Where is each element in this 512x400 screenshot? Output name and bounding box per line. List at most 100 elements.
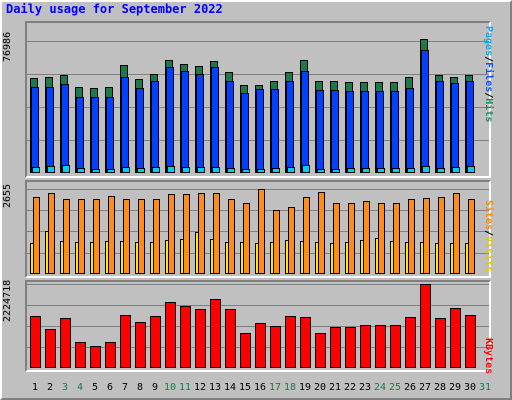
- sites-bar: [228, 199, 235, 274]
- sites-bar: [183, 194, 190, 274]
- kbytes-bar: [225, 309, 236, 368]
- files-bar: [106, 97, 114, 173]
- sites-bar: [408, 199, 415, 274]
- sites-bar: [303, 197, 310, 274]
- day-label: 18: [283, 382, 297, 393]
- files-bar: [181, 71, 189, 173]
- sites-bar: [198, 193, 205, 274]
- sites-bar: [138, 199, 145, 274]
- pages-bar: [362, 168, 370, 173]
- sites-bar: [378, 203, 385, 274]
- sites-bar: [123, 199, 130, 274]
- sites-ymax-label: 2655: [2, 183, 13, 208]
- sites-bar: [168, 194, 175, 274]
- pages-bar: [422, 166, 430, 173]
- kbytes-gridline: [27, 305, 489, 306]
- sites-bar: [318, 192, 325, 274]
- sites-bar: [243, 203, 250, 274]
- pages-bar: [197, 167, 205, 173]
- kbytes-bar: [255, 323, 266, 368]
- day-label: 22: [343, 382, 357, 393]
- kbytes-panel: [25, 280, 491, 372]
- kbytes-bar: [390, 325, 401, 368]
- files-bar: [196, 74, 204, 173]
- day-label: 14: [223, 382, 237, 393]
- sites-bar: [78, 199, 85, 274]
- kbytes-bar: [405, 317, 416, 368]
- pages-bar: [242, 169, 250, 173]
- kbytes-panel-legend: KBytes: [483, 338, 494, 374]
- hits-panel-legend: Pages/Files/Hits: [483, 26, 494, 122]
- pages-bar: [107, 169, 115, 173]
- pages-bar: [92, 169, 100, 173]
- files-bar: [406, 88, 414, 173]
- legend-entry: Sites: [483, 200, 494, 231]
- files-bar: [31, 87, 39, 173]
- legend-entry: Pages: [483, 26, 494, 57]
- kbytes-bar: [285, 316, 296, 368]
- files-bar: [76, 97, 84, 173]
- day-label: 29: [448, 382, 462, 393]
- sites-bar: [393, 203, 400, 274]
- day-label: 11: [178, 382, 192, 393]
- pages-bar: [347, 168, 355, 173]
- legend-entry: Visits: [483, 236, 494, 273]
- pages-bar: [122, 167, 130, 173]
- sites-bar: [288, 207, 295, 274]
- day-label: 16: [253, 382, 267, 393]
- kbytes-bar: [210, 299, 221, 368]
- files-bar: [451, 83, 459, 173]
- pages-bar: [332, 169, 340, 173]
- legend-entry: Files: [483, 62, 494, 93]
- kbytes-gridline: [27, 284, 489, 285]
- chart-title: Daily usage for September 2022: [6, 2, 223, 16]
- kbytes-bar: [345, 327, 356, 368]
- day-label: 17: [268, 382, 282, 393]
- kbytes-bar: [195, 309, 206, 368]
- kbytes-bar: [165, 302, 176, 368]
- pages-bar: [167, 166, 175, 173]
- sites-bar: [273, 210, 280, 274]
- files-bar: [391, 91, 399, 173]
- files-bar: [151, 81, 159, 173]
- kbytes-bar: [240, 333, 251, 368]
- sites-bar: [468, 199, 475, 274]
- kbytes-bar: [300, 317, 311, 368]
- pages-bar: [77, 168, 85, 173]
- day-label: 30: [463, 382, 477, 393]
- kbytes-bar: [75, 342, 86, 368]
- files-bar: [466, 81, 474, 173]
- sites-bar: [48, 193, 55, 274]
- files-bar: [61, 84, 69, 173]
- day-label: 5: [91, 382, 99, 393]
- pages-bar: [272, 168, 280, 173]
- sites-bar: [333, 203, 340, 274]
- legend-entry: Hits: [483, 98, 494, 123]
- pages-bar: [287, 167, 295, 173]
- day-label: 10: [163, 382, 177, 393]
- day-label: 7: [121, 382, 129, 393]
- sites-panel-legend: Sites/Visits: [483, 200, 494, 272]
- kbytes-bar: [90, 346, 101, 368]
- pages-bar: [392, 168, 400, 173]
- day-label: 15: [238, 382, 252, 393]
- kbytes-bar: [435, 318, 446, 368]
- pages-bar: [152, 167, 160, 173]
- sites-bar: [93, 199, 100, 274]
- pages-bar: [182, 167, 190, 173]
- day-label: 3: [61, 382, 69, 393]
- sites-bar: [153, 199, 160, 274]
- files-bar: [211, 67, 219, 173]
- kbytes-bar: [360, 325, 371, 368]
- day-label: 12: [193, 382, 207, 393]
- day-label: 26: [403, 382, 417, 393]
- pages-bar: [32, 167, 40, 173]
- pages-bar: [437, 168, 445, 173]
- files-bar: [331, 90, 339, 173]
- files-bar: [301, 71, 309, 173]
- kbytes-bar: [450, 308, 461, 368]
- day-label: 25: [388, 382, 402, 393]
- day-label: 24: [373, 382, 387, 393]
- sites-bar: [423, 198, 430, 274]
- legend-entry: KBytes: [483, 338, 494, 375]
